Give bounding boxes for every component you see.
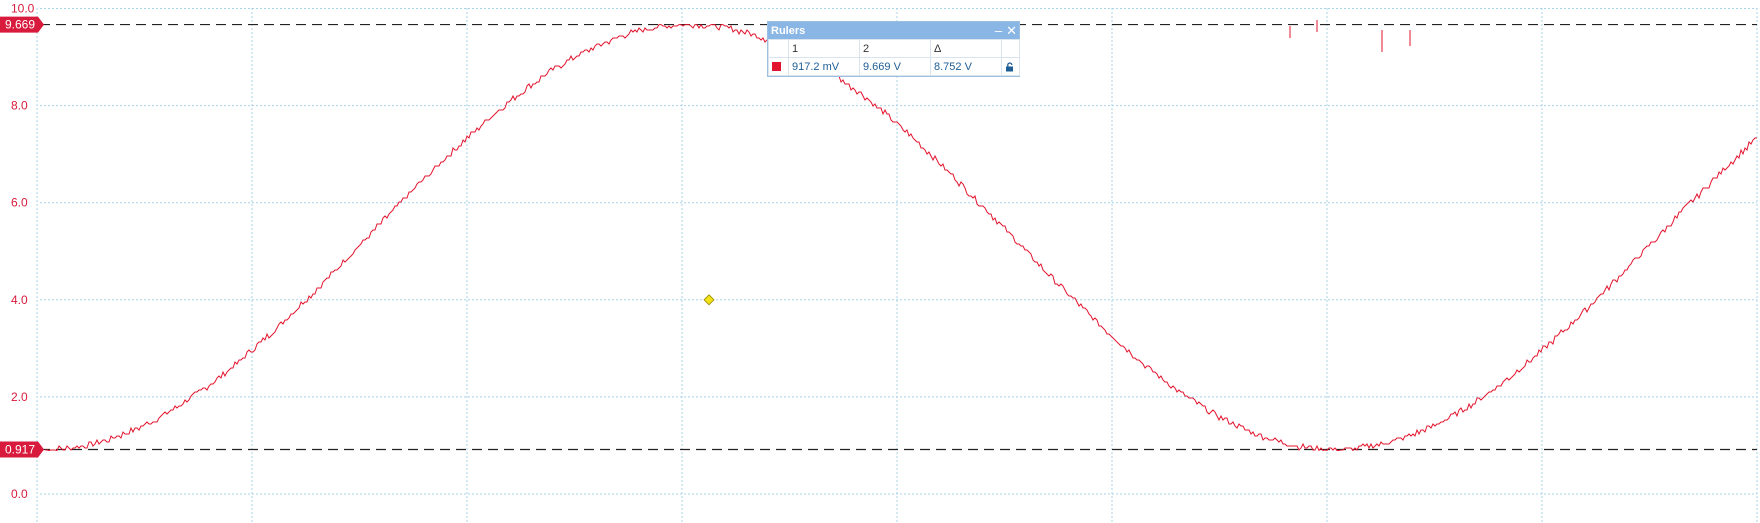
column-header-blank-2 [1001,39,1020,58]
rulers-panel[interactable]: Rulers – ✕ 1 2 Δ 917.2 mV 9.669 V 8.752 … [767,21,1020,77]
column-header-ruler-1: 1 [788,39,860,58]
ruler-1-value: 917.2 mV [788,57,860,76]
y-tick-label: 6.0 [11,196,28,210]
channel-color-swatch [768,57,789,76]
y-tick-label: 10.0 [11,2,35,16]
column-header-delta: Δ [930,39,1002,58]
y-tick-label: 4.0 [11,293,28,307]
rulers-row-channel-a: 917.2 mV 9.669 V 8.752 V [768,57,1020,76]
rulers-titlebar[interactable]: Rulers – ✕ [768,22,1019,39]
trigger-marker[interactable] [703,294,715,306]
minimize-icon[interactable]: – [994,23,1003,38]
y-tick-label: 2.0 [11,390,28,404]
ruler-1-tag[interactable] [0,441,44,458]
column-header-blank [768,39,789,58]
rulers-header-row: 1 2 Δ [768,39,1020,58]
close-icon[interactable]: ✕ [1006,23,1017,38]
ruler-2-tag[interactable] [0,16,44,33]
y-tick-label: 0.0 [11,487,28,501]
ruler-1-label: 0.917 [5,442,35,456]
y-tick-label: 8.0 [11,99,28,113]
column-header-ruler-2: 2 [859,39,931,58]
rulers-title: Rulers [771,24,806,37]
ruler-2-value: 9.669 V [859,57,931,76]
waveform-trace [45,23,1757,452]
rulers-table: 1 2 Δ 917.2 mV 9.669 V 8.752 V [768,39,1020,76]
lock-icon[interactable] [1001,57,1020,76]
ruler-delta-value: 8.752 V [930,57,1002,76]
ruler-2-label: 9.669 [5,18,35,32]
